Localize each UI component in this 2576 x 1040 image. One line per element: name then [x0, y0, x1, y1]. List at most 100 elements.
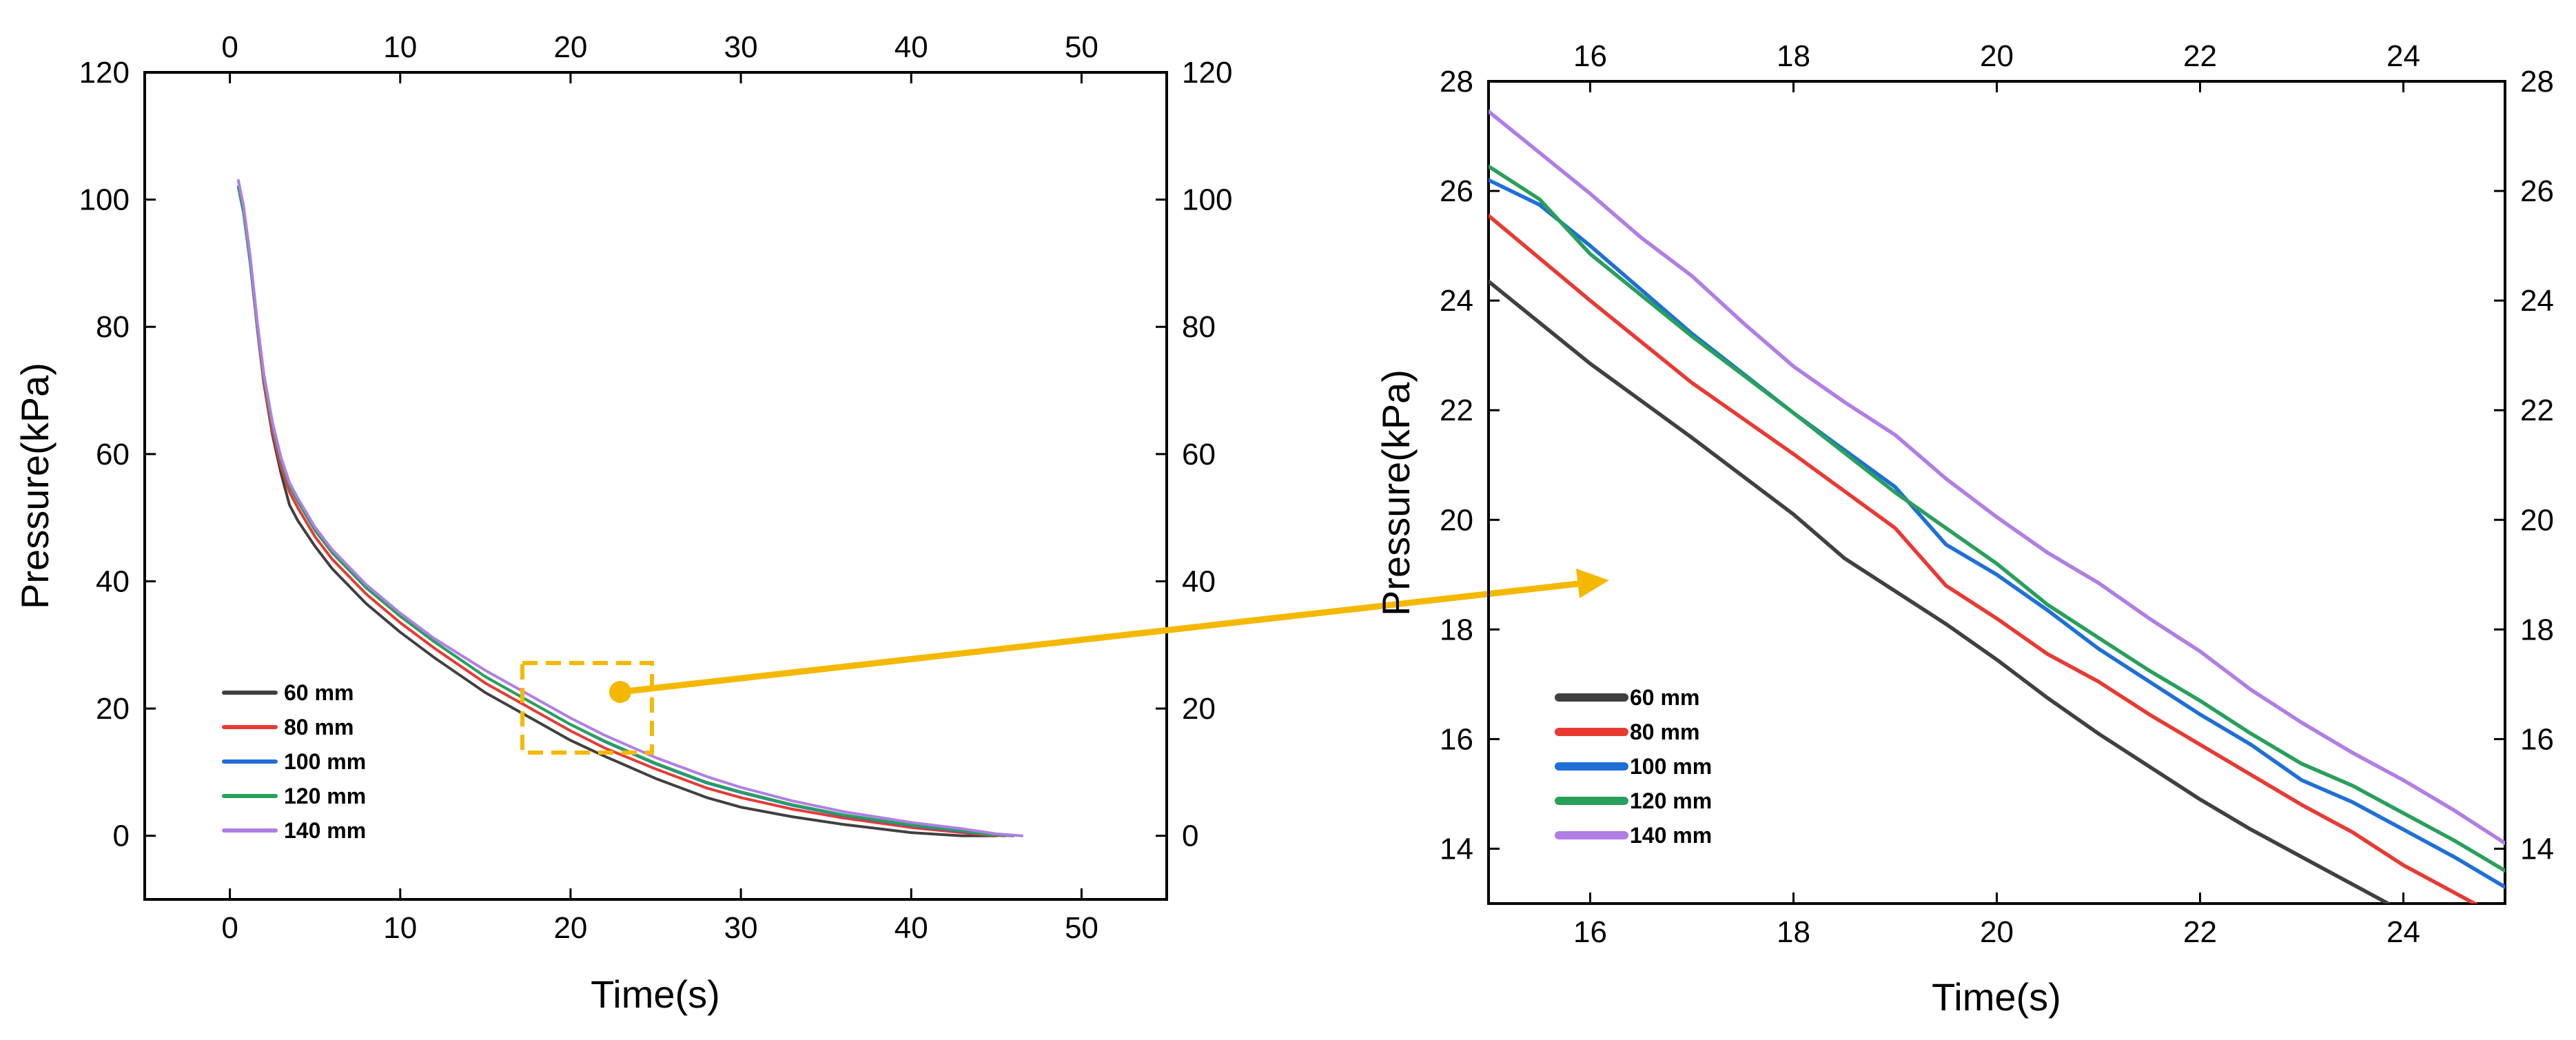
left-y-tick-label-right: 40: [1182, 564, 1216, 598]
left-y-tick-label-left: 120: [79, 56, 130, 90]
right-x-tick-label-bottom: 18: [1777, 915, 1810, 949]
right-y-tick-label-right: 22: [2520, 394, 2554, 427]
right-y-tick-label-right: 14: [2520, 832, 2554, 866]
right-legend-label: 120 mm: [1630, 788, 1712, 813]
right-y-tick-label-right: 28: [2520, 65, 2554, 99]
right-legend-item-120-mm: 120 mm: [1555, 788, 1712, 813]
right-y-tick: 20 20: [1440, 503, 2554, 537]
right-y-tick: 26 26: [1440, 174, 2554, 208]
right-plot-frame: [1487, 80, 2506, 905]
right-y-tick-label-right: 20: [2520, 503, 2554, 537]
left-plot-frame: [143, 71, 1168, 901]
left-y-tick-label-right: 100: [1182, 183, 1232, 217]
left-y-tick-label-right: 20: [1182, 692, 1216, 726]
left-legend-item-60-mm: 60 mm: [222, 680, 354, 705]
left-x-tick-label-bottom: 40: [895, 911, 928, 945]
right-legend-item-100-mm: 100 mm: [1555, 754, 1712, 779]
right-y-tick-label-right: 16: [2520, 722, 2554, 756]
right-y-tick-label-right: 26: [2520, 174, 2554, 208]
right-series-lines: [1489, 109, 2505, 904]
left-legend-label: 120 mm: [284, 784, 366, 808]
right-x-tick-label-bottom: 20: [1980, 915, 2014, 949]
left-series-line-120-mm: [236, 185, 1015, 837]
right-x-tick-label-bottom: 16: [1573, 915, 1607, 949]
left-legend-item-140-mm: 140 mm: [222, 818, 366, 843]
right-y-tick: 22 22: [1440, 394, 2554, 427]
left-y-tick-label-left: 100: [79, 183, 130, 217]
right-y-tick-label-left: 16: [1440, 722, 1473, 756]
right-y-tick-label-left: 20: [1440, 503, 1473, 537]
left-y-tick-label-right: 60: [1182, 438, 1216, 471]
right-y-tick-label-left: 24: [1440, 284, 1473, 318]
left-y-tick: 80 80: [96, 310, 1216, 344]
left-legend-item-120-mm: 120 mm: [222, 784, 366, 808]
left-legend-label: 60 mm: [284, 680, 354, 705]
right-y-tick: 18 18: [1440, 613, 2554, 646]
left-series-line-140-mm: [236, 179, 1023, 837]
right-y-tick-label-left: 26: [1440, 174, 1473, 208]
left-x-tick-label-top: 40: [895, 30, 928, 64]
right-x-tick: 24 24: [2386, 39, 2420, 949]
left-x-tick-label-top: 20: [553, 30, 587, 64]
left-legend: 60 mm 80 mm 100 mm 120 mm 140 mm: [222, 680, 366, 843]
right-y-tick-label-left: 22: [1440, 394, 1473, 427]
right-legend-label: 60 mm: [1630, 685, 1699, 710]
left-x-tick-label-top: 30: [724, 30, 758, 64]
right-legend: 60 mm 80 mm 100 mm 120 mm 140 mm: [1555, 685, 1712, 848]
right-y-axis-label: Pressure(kPa): [1374, 369, 1418, 616]
right-y-tick: 24 24: [1440, 284, 2554, 318]
right-x-tick-label-bottom: 24: [2386, 915, 2420, 949]
right-series-line-80-mm: [1489, 214, 2479, 904]
left-legend-item-100-mm: 100 mm: [222, 749, 366, 774]
left-y-tick: 100 100: [79, 183, 1233, 217]
left-y-tick-label-left: 20: [96, 692, 130, 726]
left-y-tick: 40 40: [96, 564, 1216, 598]
left-y-tick: 20 20: [96, 692, 1216, 726]
right-y-tick: 28 28: [1440, 65, 2554, 99]
left-x-axis-label: Time(s): [591, 972, 720, 1016]
right-legend-item-80-mm: 80 mm: [1555, 720, 1699, 744]
left-x-tick-label-bottom: 30: [724, 911, 758, 945]
right-y-tick: 14 14: [1440, 832, 2554, 866]
left-x-tick: 30 30: [724, 30, 758, 945]
right-series-line-140-mm: [1489, 109, 2505, 846]
right-y-tick-label-right: 24: [2520, 284, 2554, 318]
right-legend-item-140-mm: 140 mm: [1555, 823, 1712, 848]
left-y-tick-label-right: 80: [1182, 310, 1216, 344]
right-series-line-120-mm: [1489, 164, 2505, 873]
left-series-line-100-mm: [236, 185, 1015, 837]
right-series-line-60-mm: [1489, 279, 2391, 904]
right-legend-item-60-mm: 60 mm: [1555, 685, 1699, 710]
left-y-tick: 60 60: [96, 438, 1216, 471]
right-x-tick-label-top: 20: [1980, 39, 2014, 73]
left-legend-item-80-mm: 80 mm: [222, 715, 354, 740]
left-x-tick-label-top: 50: [1065, 30, 1098, 64]
zoom-callout: [520, 569, 1609, 755]
right-y-tick-label-left: 18: [1440, 613, 1473, 646]
right-x-tick-label-bottom: 22: [2183, 915, 2217, 949]
right-x-tick-label-top: 18: [1777, 39, 1810, 73]
left-y-tick-label-right: 120: [1182, 56, 1232, 90]
left-x-tick-label-bottom: 20: [553, 911, 587, 945]
right-y-tick-label-left: 14: [1440, 832, 1473, 866]
right-y-tick-label-right: 18: [2520, 613, 2554, 646]
right-series-line-100-mm: [1489, 178, 2505, 889]
left-x-tick-label-top: 0: [221, 30, 238, 64]
left-x-tick: 50 50: [1065, 30, 1098, 945]
right-x-tick-label-top: 24: [2386, 39, 2420, 73]
right-y-tick: 16 16: [1440, 722, 2554, 756]
left-x-tick: 10 10: [383, 30, 417, 945]
zoom-arrow-head: [1576, 569, 1609, 598]
left-y-tick-label-left: 0: [113, 819, 130, 853]
right-y-tick-label-left: 28: [1440, 65, 1473, 99]
left-x-tick-label-bottom: 10: [383, 911, 417, 945]
